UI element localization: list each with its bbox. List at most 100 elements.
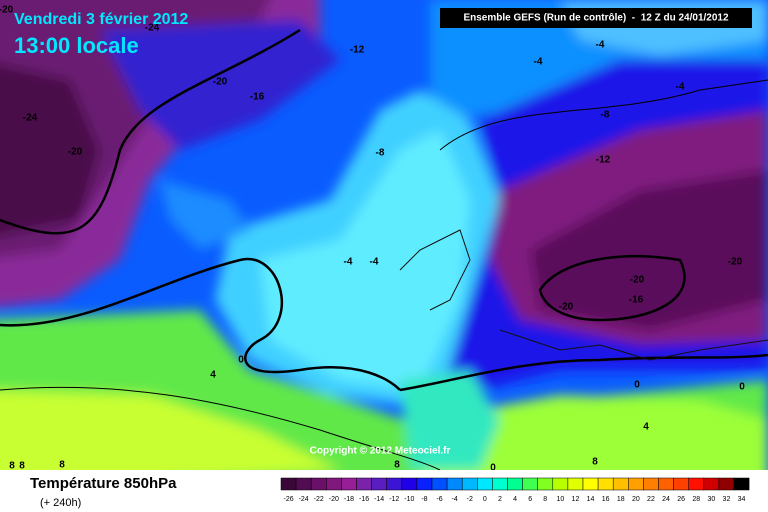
- contour-label: -16: [250, 92, 265, 103]
- colorbar-label: 14: [587, 496, 595, 503]
- isotherms: [0, 28, 768, 470]
- map-time: 13:00 locale: [14, 33, 139, 58]
- contour-label: 8: [59, 460, 65, 471]
- colorbar-label: 22: [647, 496, 655, 503]
- colorbar-swatch: [356, 477, 372, 491]
- colorbar-label: 8: [543, 496, 547, 503]
- colorbar-label: -18: [344, 496, 354, 503]
- run-box: [440, 8, 752, 28]
- colorbar-label: 10: [556, 496, 564, 503]
- contour-label: -24: [23, 113, 38, 124]
- contour-label: -20: [213, 77, 228, 88]
- colorbar-label: 12: [572, 496, 580, 503]
- colorbar-swatch: [582, 477, 599, 491]
- contour-label: -8: [376, 148, 385, 159]
- contour-label: -4: [370, 257, 379, 268]
- map-title: Vendredi 3 février 2012: [14, 11, 188, 28]
- colorbar-label: 24: [662, 496, 670, 503]
- colorbar-swatch: [537, 477, 554, 491]
- contour-label: -4: [344, 257, 353, 268]
- colorbar-label: -26: [283, 496, 293, 503]
- colorbar-swatch: [688, 477, 705, 491]
- colorbar-swatch: [341, 477, 357, 491]
- colorbar-label: -20: [329, 496, 339, 503]
- contour-label: -24: [145, 23, 160, 34]
- colorbar-swatch: [492, 477, 508, 491]
- contour-label: -4: [676, 82, 685, 93]
- run-info: Ensemble GEFS (Run de contrôle) - 12 Z d…: [463, 13, 729, 24]
- colorbar-label: -8: [421, 496, 427, 503]
- contour-label: 8: [9, 461, 15, 472]
- colorbar-label: -6: [436, 496, 442, 503]
- colorbar-label: 18: [617, 496, 625, 503]
- colorbar-swatch: [446, 477, 463, 491]
- colorbar-swatch: [477, 477, 493, 491]
- colorbar-swatch: [597, 477, 614, 491]
- contour-label: -20: [559, 302, 574, 313]
- colorbar-swatch: [326, 477, 342, 491]
- colorbar-swatch: [643, 477, 659, 491]
- colorbar-swatch: [280, 477, 297, 491]
- contour-label: -20: [0, 5, 14, 16]
- contour-label: 0: [634, 380, 640, 391]
- colorbar-swatch: [552, 477, 569, 491]
- colorbar: -26 -24 -22 -20 -18 -16 -14 -12 -10 -8 -6 -4 -2 0 2 4 6 8…: [280, 477, 750, 503]
- colorbar-swatch: [310, 477, 327, 491]
- colorbar-label: -22: [314, 496, 324, 503]
- colorbar-swatch: [673, 477, 689, 491]
- colorbar-swatch: [628, 477, 644, 491]
- colorbar-label: -16: [359, 496, 369, 503]
- colorbar-swatch: [401, 477, 418, 491]
- colorbar-swatch: [522, 477, 538, 491]
- colorbar-label: 0: [483, 496, 487, 503]
- lead-time: (+ 240h): [40, 497, 81, 509]
- colorbar-label: 28: [692, 496, 700, 503]
- colorbar-swatch: [461, 477, 478, 491]
- colorbar-label: 4: [513, 496, 517, 503]
- copyright: Copyright © 2012 Meteociel.fr: [310, 446, 451, 457]
- contour-label: -8: [601, 110, 610, 121]
- contour-label: 8: [19, 461, 25, 472]
- colorbar-label: 6: [528, 496, 532, 503]
- contour-label: -4: [596, 40, 605, 51]
- contour-label: 8: [394, 460, 400, 471]
- colorbar-swatch: [703, 477, 720, 491]
- contour-label: -12: [596, 155, 611, 166]
- colorbar-label: 32: [723, 496, 731, 503]
- colorbar-swatch: [371, 477, 387, 491]
- contour-label: 4: [210, 370, 216, 381]
- colorbar-swatch: [295, 477, 312, 491]
- colorbar-swatch: [507, 477, 523, 491]
- contour-label: -12: [350, 45, 365, 56]
- colorbar-label: 2: [498, 496, 502, 503]
- colorbar-label: -10: [404, 496, 414, 503]
- colorbar-swatch: [718, 477, 735, 491]
- contour-labels: -20 -24 -12 -4 -4 -4 -20 -16 -24 -8 -20 -8 -12 -4 -4 -2…: [0, 5, 745, 474]
- colorbar-swatch: [567, 477, 584, 491]
- contour-label: -20: [630, 275, 645, 286]
- colorbar-label: -12: [389, 496, 399, 503]
- colorbar-swatch: [416, 477, 433, 491]
- contour-label: -20: [728, 257, 743, 268]
- colorbar-label: 26: [677, 496, 685, 503]
- contour-label: 0: [739, 382, 745, 393]
- colorbar-swatch: [431, 477, 448, 491]
- map: -20 -24 -12 -4 -4 -4 -20 -16 -24 -8 -20 -8 -12 -4 -4 -2…: [0, 0, 768, 474]
- contour-label: 4: [643, 422, 649, 433]
- colorbar-label: 16: [602, 496, 610, 503]
- variable-name: Température 850hPa: [30, 475, 177, 492]
- colorbar-label: -2: [467, 496, 473, 503]
- colorbar-label: 30: [707, 496, 715, 503]
- colorbar-label: -14: [374, 496, 384, 503]
- contour-label: 0: [490, 463, 496, 474]
- colorbar-label: 34: [738, 496, 746, 503]
- contour-label: -16: [629, 295, 644, 306]
- colorbar-label: -4: [452, 496, 458, 503]
- contour-label: 8: [592, 457, 598, 468]
- colorbar-swatch: [733, 477, 750, 491]
- contour-label: -20: [68, 147, 83, 158]
- colorbar-swatch: [386, 477, 403, 491]
- contour-label: -4: [534, 57, 543, 68]
- colorbar-label: 20: [632, 496, 640, 503]
